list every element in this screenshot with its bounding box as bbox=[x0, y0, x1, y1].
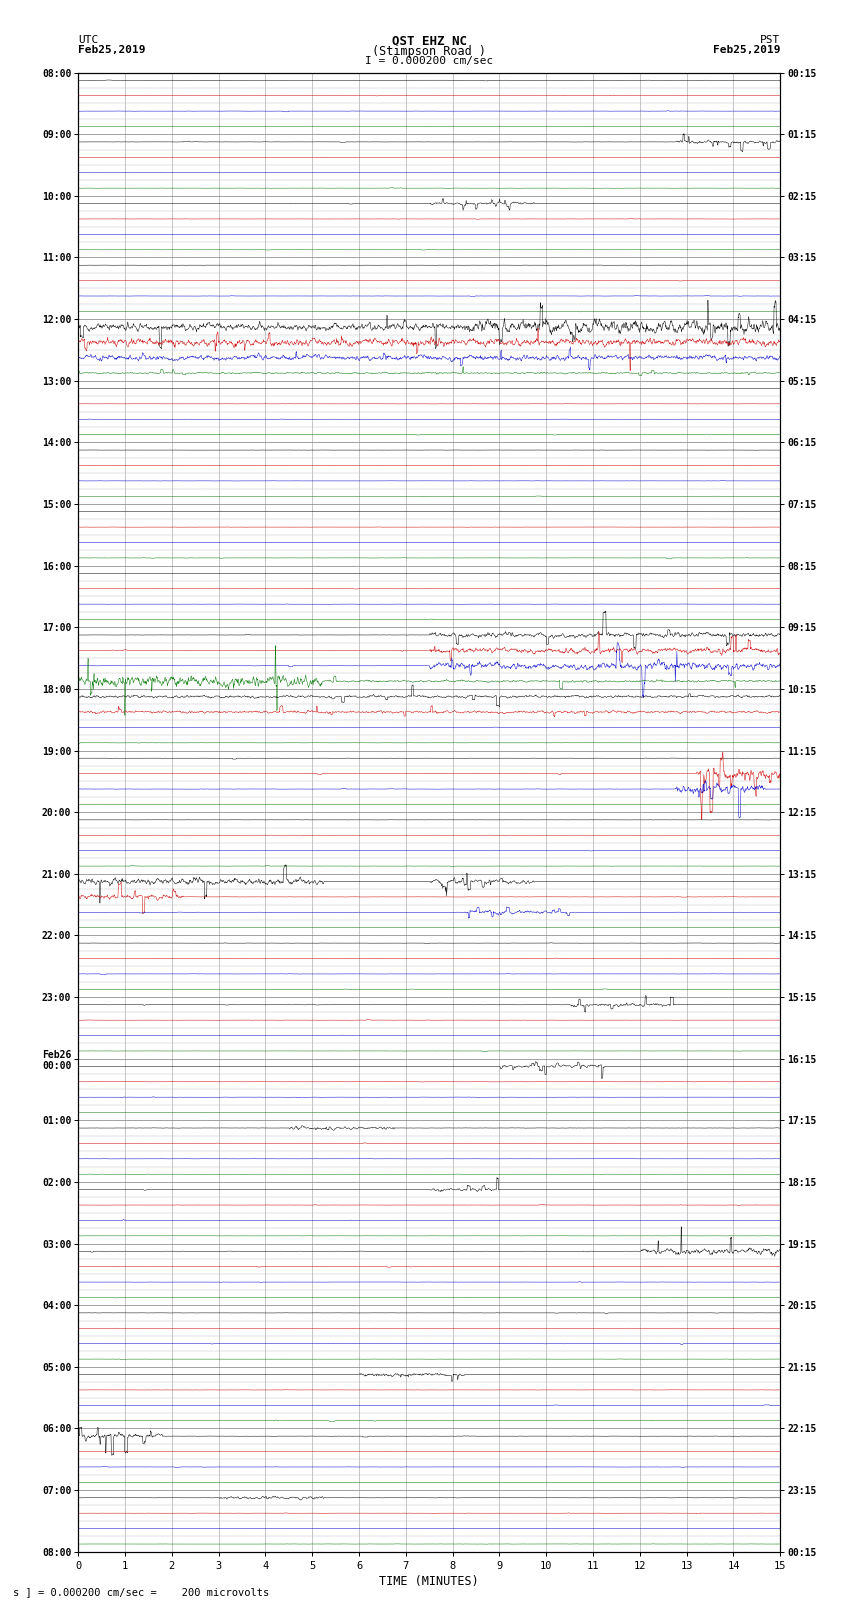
Text: UTC: UTC bbox=[78, 35, 99, 45]
Text: s ] = 0.000200 cm/sec =    200 microvolts: s ] = 0.000200 cm/sec = 200 microvolts bbox=[13, 1587, 269, 1597]
Text: Feb25,2019: Feb25,2019 bbox=[713, 45, 780, 55]
Text: OST EHZ NC: OST EHZ NC bbox=[392, 35, 467, 48]
X-axis label: TIME (MINUTES): TIME (MINUTES) bbox=[379, 1574, 479, 1587]
Text: I = 0.000200 cm/sec: I = 0.000200 cm/sec bbox=[366, 56, 493, 66]
Text: Feb25,2019: Feb25,2019 bbox=[78, 45, 145, 55]
Text: (Stimpson Road ): (Stimpson Road ) bbox=[372, 45, 486, 58]
Text: PST: PST bbox=[760, 35, 780, 45]
